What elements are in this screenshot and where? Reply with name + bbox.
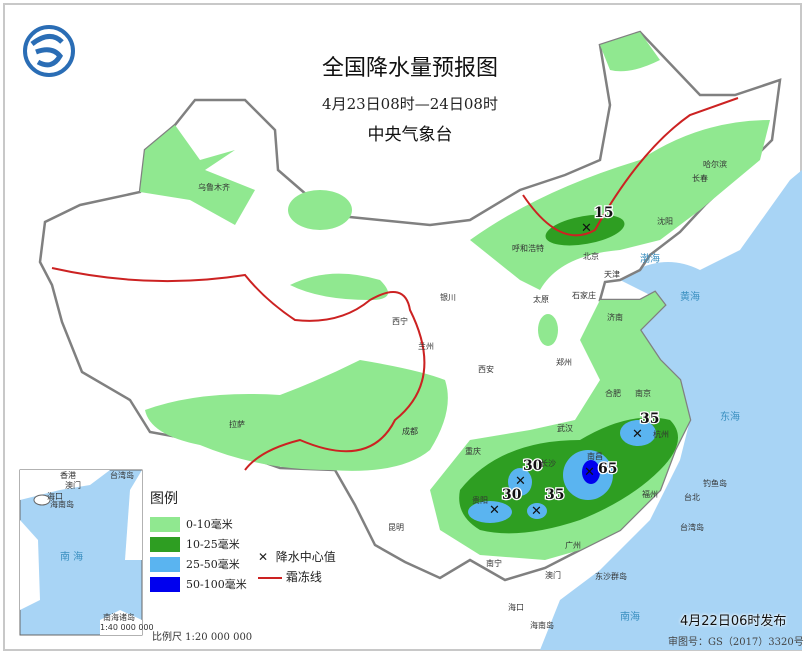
svg-text:兰州: 兰州: [418, 341, 434, 351]
svg-text:南海诸岛: 南海诸岛: [103, 612, 135, 622]
legend: 图例 0-10毫米 10-25毫米 25-50毫米 50-100毫米: [150, 488, 247, 594]
svg-text:拉萨: 拉萨: [229, 419, 245, 429]
center-x-icon: ✕: [258, 550, 269, 564]
svg-text:南昌: 南昌: [587, 451, 603, 461]
center-x-icon: ✕: [632, 427, 643, 442]
svg-text:东沙群岛: 东沙群岛: [595, 571, 627, 581]
south-china-sea-inset: 南 海 香港 台湾岛 澳门 海口 海南岛 南海诸岛 1:40 000 000: [19, 469, 154, 636]
legend-swatch: [150, 516, 180, 532]
svg-text:黄海: 黄海: [680, 290, 700, 303]
approval-number: 审图号：GS（2017）3320号: [668, 637, 804, 648]
svg-text:钓鱼岛: 钓鱼岛: [703, 478, 727, 488]
center-x-icon: ✕: [515, 474, 526, 489]
legend-symbols: ✕ 降水中心值 霜冻线: [258, 548, 336, 588]
svg-text:长沙: 长沙: [540, 458, 556, 468]
rain-25-50-areas: [468, 420, 656, 523]
rain-50-100-area: [582, 460, 600, 484]
legend-swatch: [150, 556, 180, 572]
svg-text:南海: 南海: [620, 610, 640, 623]
svg-text:海南岛: 海南岛: [50, 499, 74, 509]
svg-text:杭州: 杭州: [653, 429, 669, 439]
legend-swatch: [150, 576, 180, 592]
center-value: 30: [523, 458, 543, 474]
legend-item: 0-10毫米: [150, 514, 247, 534]
legend-label: 10-25毫米: [186, 538, 240, 551]
legend-center-label: 降水中心值: [275, 550, 336, 564]
map-title: 全国降水量预报图: [321, 56, 498, 81]
city-labels: 乌鲁木齐 哈尔滨 长春 沈阳 呼和浩特 北京 天津 石家庄 太原 银川 西宁 兰…: [198, 159, 727, 612]
frost-line-icon: [258, 576, 282, 579]
center-value: 30: [502, 487, 522, 503]
svg-text:台北: 台北: [684, 492, 700, 502]
svg-text:广州: 广州: [565, 540, 581, 550]
cma-logo: [23, 25, 75, 77]
precip-center-markers: ✕ ✕ ✕ ✕ ✕ ✕: [489, 221, 643, 519]
svg-text:1:40 000 000: 1:40 000 000: [100, 623, 154, 632]
legend-label: 0-10毫米: [186, 518, 233, 531]
svg-text:南宁: 南宁: [486, 558, 502, 568]
svg-text:合肥: 合肥: [605, 388, 621, 398]
agency-name: 中央气象台: [367, 125, 453, 145]
svg-text:香港: 香港: [60, 470, 76, 480]
center-x-icon: ✕: [581, 221, 592, 236]
legend-item: 50-100毫米: [150, 574, 247, 594]
legend-item: 25-50毫米: [150, 554, 247, 574]
svg-text:渤海: 渤海: [640, 252, 660, 265]
svg-text:西宁: 西宁: [392, 316, 408, 326]
legend-item: 10-25毫米: [150, 534, 247, 554]
svg-text:海南岛: 海南岛: [530, 620, 554, 630]
svg-text:呼和浩特: 呼和浩特: [512, 243, 544, 253]
sea-area: [540, 170, 802, 650]
svg-text:南京: 南京: [635, 388, 651, 398]
forecast-period: 4月23日08时—24日08时: [322, 95, 498, 113]
svg-text:武汉: 武汉: [557, 423, 573, 433]
svg-text:石家庄: 石家庄: [572, 290, 596, 300]
svg-text:西安: 西安: [478, 364, 494, 374]
svg-text:太原: 太原: [533, 294, 549, 304]
center-value: 35: [545, 487, 564, 503]
map-scale: 比例尺 1:20 000 000: [152, 632, 253, 643]
issue-time: 4月22日06时发布: [680, 614, 787, 629]
svg-text:东海: 东海: [720, 410, 740, 423]
legend-title: 图例: [150, 491, 178, 507]
frost-line: [51, 97, 739, 471]
svg-text:重庆: 重庆: [465, 446, 481, 456]
svg-text:银川: 银川: [440, 292, 456, 302]
legend-frost-label: 霜冻线: [285, 570, 322, 584]
svg-text:澳门: 澳门: [65, 480, 81, 490]
svg-text:昆明: 昆明: [388, 523, 404, 532]
svg-text:郑州: 郑州: [556, 357, 572, 367]
svg-text:成都: 成都: [402, 426, 418, 436]
svg-text:乌鲁木齐: 乌鲁木齐: [198, 182, 230, 192]
svg-text:北京: 北京: [583, 251, 599, 261]
svg-text:海口: 海口: [508, 602, 524, 612]
legend-swatch: [150, 536, 180, 552]
center-x-icon: ✕: [489, 503, 500, 518]
svg-text:长春: 长春: [692, 173, 708, 183]
svg-text:沈阳: 沈阳: [657, 216, 673, 226]
sea-labels: 渤海 黄海 东海 南海 钓鱼岛 台湾岛 东沙群岛 海南岛: [530, 252, 740, 630]
center-value: 15: [594, 205, 613, 221]
svg-text:贵阳: 贵阳: [472, 495, 488, 505]
svg-text:哈尔滨: 哈尔滨: [703, 159, 727, 169]
legend-label: 50-100毫米: [186, 578, 247, 591]
svg-text:福州: 福州: [642, 490, 658, 499]
center-x-icon: ✕: [584, 465, 595, 480]
svg-text:海口: 海口: [47, 491, 63, 501]
svg-text:南 海: 南 海: [60, 550, 83, 563]
svg-text:澳门: 澳门: [545, 570, 561, 580]
legend-label: 25-50毫米: [186, 558, 240, 571]
center-x-icon: ✕: [531, 504, 542, 519]
center-value: 35: [640, 411, 659, 427]
center-value: 65: [598, 461, 617, 477]
svg-text:天津: 天津: [604, 269, 620, 279]
svg-text:台湾岛: 台湾岛: [680, 522, 704, 532]
svg-text:济南: 济南: [607, 312, 623, 322]
svg-text:台湾岛: 台湾岛: [110, 470, 134, 480]
